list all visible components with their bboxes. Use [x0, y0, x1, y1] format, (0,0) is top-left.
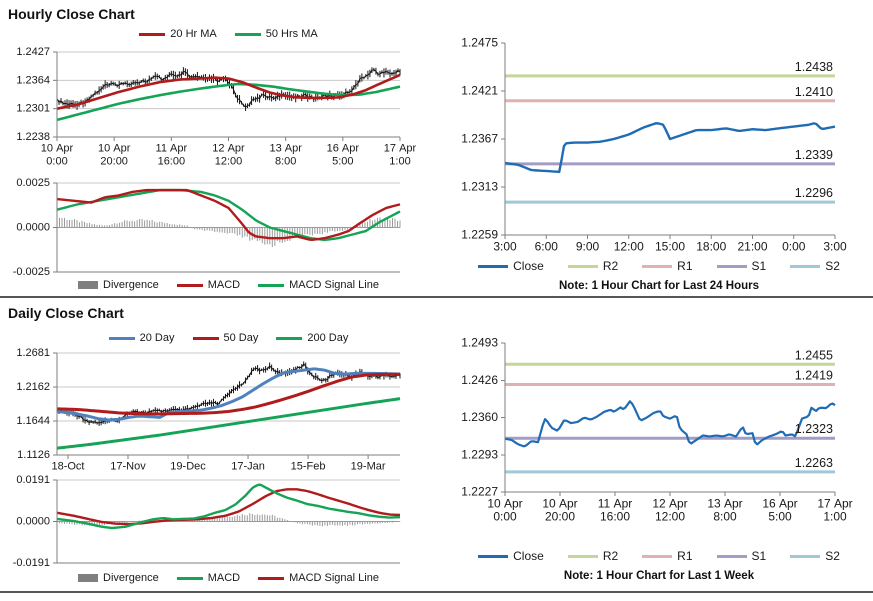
daily-section-title: Daily Close Chart	[8, 305, 124, 321]
legend-item-s2: S2	[790, 259, 840, 273]
line-swatch-icon	[642, 264, 673, 268]
section-divider	[0, 296, 873, 298]
weekly-pivot-note: Note: 1 Hour Chart for Last 1 Week	[563, 570, 755, 582]
line-swatch-icon	[176, 576, 203, 580]
legend-item-macd-signal-line: MACD Signal Line	[258, 279, 379, 291]
legend-label: MACD Signal Line	[289, 572, 379, 584]
weekly-pivot-legend: Close R2 R1 S1 S2	[455, 548, 863, 564]
line-swatch-icon	[567, 264, 598, 268]
legend-item-s1: S1	[716, 549, 767, 563]
line-swatch-icon	[478, 554, 509, 558]
legend-item-50-hrs-ma: 50 Hrs MA	[234, 28, 318, 40]
legend-item-r1: R1	[642, 549, 693, 563]
line-swatch-icon	[716, 554, 747, 558]
line-swatch-icon	[276, 336, 303, 340]
line-swatch-icon	[258, 283, 285, 287]
legend-item-200-day: 200 Day	[276, 332, 348, 344]
line-swatch-icon	[234, 32, 261, 36]
hourly-pivot-note: Note: 1 Hour Chart for Last 24 Hours	[559, 280, 759, 292]
line-swatch-icon	[139, 32, 166, 36]
legend-item-r2: R2	[567, 259, 619, 273]
daily-macd-legend: Divergence MACD MACD Signal Line	[57, 570, 400, 586]
legend-label: R2	[602, 549, 619, 563]
daily-price-legend: 20 Day 50 Day 200 Day	[57, 330, 400, 346]
line-swatch-icon	[258, 576, 285, 580]
daily-price-chart-canvas	[0, 345, 437, 473]
hourly-pivot-legend: Close R2 R1 S1 S2	[455, 258, 863, 274]
bottom-divider	[0, 591, 873, 593]
legend-item-close: Close	[478, 549, 544, 563]
legend-item-s1: S1	[716, 259, 767, 273]
line-swatch-icon	[716, 264, 747, 268]
legend-item-20-day: 20 Day	[108, 332, 175, 344]
legend-item-divergence: Divergence	[78, 572, 159, 584]
line-swatch-icon	[478, 264, 509, 268]
daily-macd-chart-canvas	[0, 472, 437, 570]
bar-swatch-icon	[78, 281, 99, 289]
legend-item-close: Close	[478, 259, 544, 273]
legend-item-50-day: 50 Day	[192, 332, 259, 344]
legend-label: S2	[825, 259, 840, 273]
legend-label: MACD	[207, 572, 241, 584]
legend-label: S1	[751, 549, 767, 563]
legend-label: S2	[825, 549, 840, 563]
bar-swatch-icon	[78, 574, 99, 582]
legend-label: 20 Day	[139, 332, 175, 344]
legend-item-s2: S2	[790, 549, 840, 563]
legend-label: R1	[677, 259, 693, 273]
hourly-price-chart-canvas	[0, 40, 437, 172]
legend-label: MACD Signal Line	[289, 279, 379, 291]
legend-item-macd-signal-line: MACD Signal Line	[258, 572, 379, 584]
hourly-section-title: Hourly Close Chart	[8, 6, 135, 22]
legend-label: 200 Day	[307, 332, 349, 344]
line-swatch-icon	[567, 554, 598, 558]
legend-item-r1: R1	[642, 259, 693, 273]
legend-label: 50 Hrs MA	[265, 28, 318, 40]
legend-item-r2: R2	[567, 549, 619, 563]
legend-label: R1	[677, 549, 693, 563]
legend-item-macd: MACD	[176, 279, 241, 291]
line-swatch-icon	[790, 264, 821, 268]
hourly-macd-chart-canvas	[0, 175, 437, 277]
legend-label: R2	[602, 259, 619, 273]
legend-label: 20 Hr MA	[170, 28, 217, 40]
line-swatch-icon	[192, 336, 219, 340]
hourly-price-legend: 20 Hr MA 50 Hrs MA	[57, 26, 400, 42]
hourly-pivot-chart-canvas	[437, 30, 873, 258]
line-swatch-icon	[176, 283, 203, 287]
hourly-macd-legend: Divergence MACD MACD Signal Line	[57, 277, 400, 293]
line-swatch-icon	[108, 336, 135, 340]
legend-label: Divergence	[103, 279, 159, 291]
legend-item-macd: MACD	[176, 572, 241, 584]
legend-label: Close	[513, 259, 544, 273]
weekly-pivot-chart-canvas	[437, 330, 873, 545]
legend-label: 50 Day	[223, 332, 259, 344]
legend-label: MACD	[207, 279, 241, 291]
legend-item-20-hr-ma: 20 Hr MA	[139, 28, 217, 40]
line-swatch-icon	[790, 554, 821, 558]
legend-label: Divergence	[103, 572, 159, 584]
legend-item-divergence: Divergence	[78, 279, 159, 291]
legend-label: S1	[751, 259, 767, 273]
legend-label: Close	[513, 549, 544, 563]
line-swatch-icon	[642, 554, 673, 558]
